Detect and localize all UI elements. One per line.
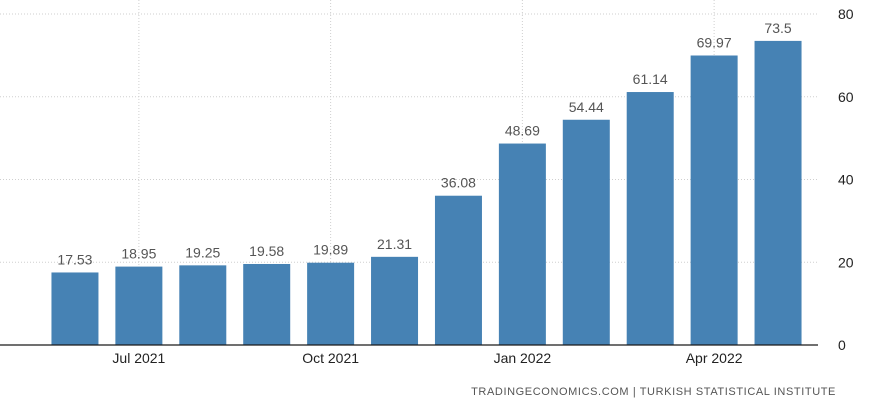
x-tick-label: Apr 2022 xyxy=(686,350,743,366)
data-label: 17.53 xyxy=(57,251,92,267)
data-label: 21.31 xyxy=(377,236,412,252)
data-label: 18.95 xyxy=(121,246,156,262)
bar xyxy=(434,195,482,345)
x-tick-label: Jul 2021 xyxy=(112,350,165,366)
data-label: 69.97 xyxy=(697,34,732,50)
bar xyxy=(179,265,227,345)
data-label: 36.08 xyxy=(441,175,476,191)
bar xyxy=(51,272,99,345)
bars xyxy=(51,40,802,346)
bar xyxy=(371,256,419,345)
y-axis-ticks: 0 20 40 60 80 xyxy=(838,6,854,353)
y-tick-label: 80 xyxy=(838,6,854,22)
x-axis-ticks: Jul 2021 Oct 2021 Jan 2022 Apr 2022 xyxy=(112,350,742,366)
data-label: 19.25 xyxy=(185,244,220,260)
bar xyxy=(562,119,610,345)
x-tick-label: Oct 2021 xyxy=(302,350,359,366)
source-credit: TRADINGECONOMICS.COM | TURKISH STATISTIC… xyxy=(471,386,836,398)
bar xyxy=(690,55,738,346)
bar xyxy=(498,143,546,345)
y-tick-label: 60 xyxy=(838,89,854,105)
x-tick-label: Jan 2022 xyxy=(494,350,552,366)
bar xyxy=(626,92,674,345)
y-tick-label: 40 xyxy=(838,172,854,188)
bar xyxy=(115,266,163,345)
bar xyxy=(243,263,291,345)
data-label: 54.44 xyxy=(569,99,604,115)
value-labels: 17.53 18.95 19.25 19.58 19.89 21.31 36.08 48.69… xyxy=(57,20,791,268)
data-label: 19.58 xyxy=(249,243,284,259)
y-tick-label: 20 xyxy=(838,254,854,270)
y-tick-label: 0 xyxy=(838,337,846,353)
data-label: 61.14 xyxy=(633,71,668,87)
data-label: 19.89 xyxy=(313,242,348,258)
bar xyxy=(307,262,355,345)
bar xyxy=(754,40,802,346)
data-label: 48.69 xyxy=(505,123,540,139)
data-label: 73.5 xyxy=(764,20,791,36)
